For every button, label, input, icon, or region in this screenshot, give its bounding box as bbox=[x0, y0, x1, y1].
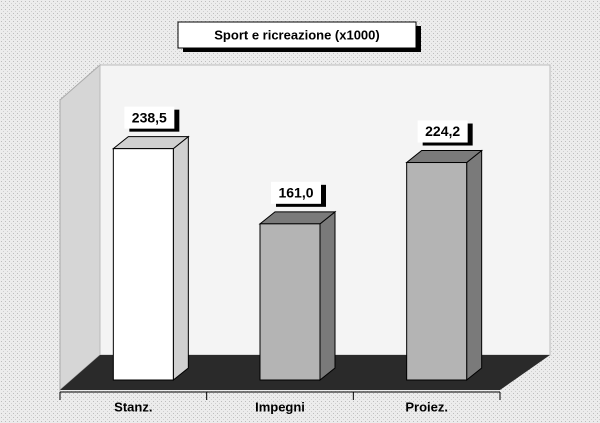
value-label: 224,2 bbox=[425, 123, 460, 139]
x-tick-label: Proiez. bbox=[405, 399, 448, 414]
value-label-box bbox=[417, 120, 468, 143]
title-box bbox=[177, 21, 417, 49]
bar bbox=[112, 148, 174, 381]
bar-side bbox=[466, 149, 483, 382]
value-label-box bbox=[124, 106, 175, 129]
value-label: 238,5 bbox=[132, 109, 167, 125]
value-label: 161,0 bbox=[278, 185, 313, 201]
bar-side bbox=[172, 135, 189, 382]
x-tick-label: Impegni bbox=[255, 399, 305, 414]
value-label-box bbox=[271, 181, 321, 204]
bar-side bbox=[319, 210, 336, 382]
chart-title: Sport e ricreazione (x1000) bbox=[214, 27, 379, 42]
left-wall bbox=[59, 63, 101, 392]
x-tick-label: Stanz. bbox=[114, 399, 152, 414]
bar bbox=[259, 223, 321, 381]
bar bbox=[406, 162, 468, 381]
